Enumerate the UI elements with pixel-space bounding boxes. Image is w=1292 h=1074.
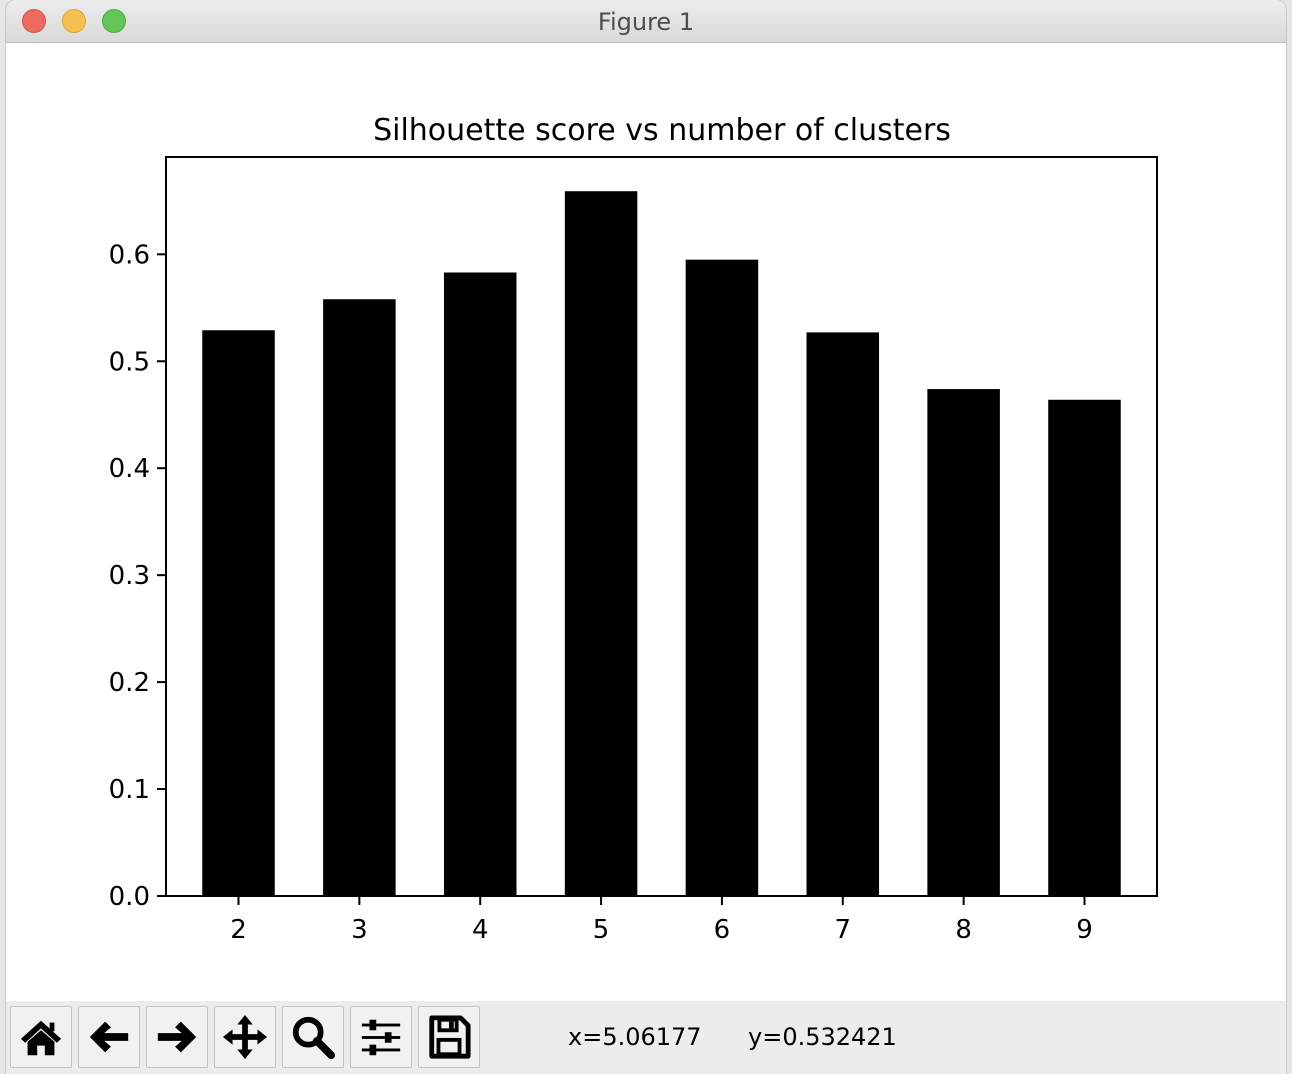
bar-2 xyxy=(202,330,275,896)
y-tick-label: 0.6 xyxy=(109,240,150,270)
title-bar: Figure 1 xyxy=(6,0,1286,43)
x-tick-label: 4 xyxy=(472,915,489,945)
bar-8 xyxy=(927,389,1000,896)
bar-7 xyxy=(806,332,880,896)
window-title: Figure 1 xyxy=(597,8,695,36)
move-icon xyxy=(222,1014,268,1060)
y-tick-label: 0.3 xyxy=(109,561,150,591)
close-window-button[interactable] xyxy=(22,9,46,33)
figure-window: Figure 1 Silhouette score vs number of c… xyxy=(6,0,1286,1074)
bar-5 xyxy=(564,191,638,896)
zoom-window-button[interactable] xyxy=(102,9,126,33)
bar-4 xyxy=(443,272,517,896)
magnifier-icon xyxy=(292,1016,336,1060)
y-tick-label: 0.5 xyxy=(109,347,150,377)
home-button[interactable] xyxy=(10,1006,72,1068)
back-button[interactable] xyxy=(78,1006,140,1068)
configure-subplots-button[interactable] xyxy=(350,1006,412,1068)
x-tick-label: 8 xyxy=(955,915,972,945)
x-tick-label: 6 xyxy=(714,915,731,945)
arrow-right-icon xyxy=(157,1021,197,1053)
minimize-window-button[interactable] xyxy=(62,9,86,33)
x-tick-label: 9 xyxy=(1076,915,1093,945)
x-tick-label: 5 xyxy=(593,915,610,945)
cursor-x-readout: x=5.06177 xyxy=(568,1023,702,1051)
x-tick-label: 7 xyxy=(835,915,852,945)
bar-chart: Silhouette score vs number of clusters 0… xyxy=(109,113,1158,945)
x-tick-label: 2 xyxy=(230,915,247,945)
y-tick-label: 0.4 xyxy=(109,454,150,484)
chart-title: Silhouette score vs number of clusters xyxy=(373,113,951,148)
arrow-left-icon xyxy=(89,1021,129,1053)
bar-3 xyxy=(323,299,396,896)
plot-frame xyxy=(165,156,1158,897)
bar-9 xyxy=(1048,399,1121,896)
bar-6 xyxy=(685,259,759,896)
x-tick-label: 3 xyxy=(351,915,368,945)
floppy-disk-icon xyxy=(429,1015,471,1059)
forward-button[interactable] xyxy=(146,1006,208,1068)
cursor-y-readout: y=0.532421 xyxy=(748,1023,897,1051)
navigation-toolbar: x=5.06177 y=0.532421 xyxy=(6,1001,1286,1074)
y-tick-label: 0.1 xyxy=(109,775,150,805)
pan-button[interactable] xyxy=(214,1006,276,1068)
y-tick-label: 0.0 xyxy=(109,882,150,912)
zoom-button[interactable] xyxy=(282,1006,344,1068)
home-icon xyxy=(20,1020,62,1056)
figure-canvas[interactable]: Silhouette score vs number of clusters 0… xyxy=(6,43,1286,1001)
sliders-icon xyxy=(361,1019,401,1056)
save-button[interactable] xyxy=(418,1006,480,1068)
y-tick-label: 0.2 xyxy=(109,668,150,698)
